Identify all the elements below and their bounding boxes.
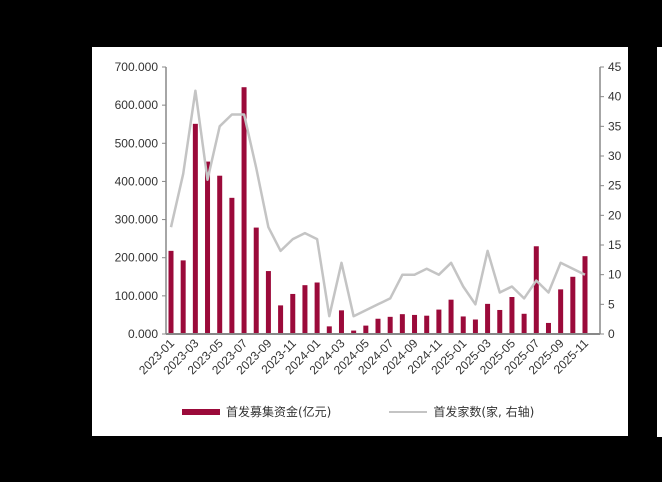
right-tick-label: 0	[608, 327, 615, 341]
chart-panel	[92, 47, 628, 436]
bar	[168, 250, 174, 334]
bar	[192, 123, 198, 334]
bar	[205, 161, 211, 334]
right-tick-label: 25	[608, 179, 622, 193]
left-tick-label: 600.000	[115, 98, 159, 112]
legend-label-count: 首发家数(家, 右轴)	[433, 405, 535, 419]
bar	[533, 246, 539, 334]
line-swatch-icon	[389, 410, 428, 413]
legend: 首发募集资金(亿元) 首发家数(家, 右轴)	[182, 403, 562, 420]
bar	[472, 319, 478, 334]
bar	[326, 326, 332, 334]
bar	[460, 316, 466, 334]
count-line	[169, 89, 586, 318]
left-tick-label: 300.000	[115, 213, 159, 227]
bar	[387, 316, 393, 334]
bar	[338, 310, 344, 334]
legend-item-funds: 首发募集资金(亿元)	[182, 403, 331, 420]
bar	[412, 314, 418, 334]
bar	[509, 297, 515, 334]
legend-item-count: 首发家数(家, 右轴)	[389, 403, 534, 420]
bar	[217, 175, 223, 334]
bar	[265, 271, 271, 334]
left-tick-label: 100.000	[115, 289, 159, 303]
bar	[363, 325, 369, 334]
bar	[314, 282, 320, 334]
bar	[399, 314, 405, 334]
left-tick-label: 0.000	[128, 327, 158, 341]
bar	[582, 256, 588, 334]
legend-label-funds: 首发募集资金(亿元)	[226, 405, 332, 419]
right-tick-label: 10	[608, 268, 622, 282]
right-tick-label: 30	[608, 149, 622, 163]
bar	[302, 285, 308, 334]
right-tick-label: 45	[608, 60, 622, 74]
right-tick-label: 15	[608, 238, 622, 252]
right-tick-label: 35	[608, 119, 622, 133]
right-tick-label: 5	[608, 297, 615, 311]
edge-sliver	[657, 47, 662, 437]
right-tick-label: 40	[608, 90, 622, 104]
bar	[521, 313, 527, 334]
left-tick-label: 400.000	[115, 174, 159, 188]
left-tick-label: 500.000	[115, 136, 159, 150]
bar	[436, 309, 442, 334]
bar	[351, 330, 357, 334]
bar	[448, 299, 454, 334]
bar	[485, 303, 491, 334]
bar	[424, 315, 430, 334]
bar	[545, 322, 551, 334]
right-tick-label: 20	[608, 208, 622, 222]
left-tick-label: 200.000	[115, 251, 159, 265]
left-tick-label: 700.000	[115, 60, 159, 74]
bar	[180, 260, 186, 334]
bar	[290, 293, 296, 334]
bar	[278, 305, 284, 334]
bar-swatch-icon	[182, 408, 220, 415]
bar	[570, 276, 576, 334]
bar	[241, 87, 247, 334]
bar	[253, 227, 259, 334]
bar	[229, 197, 235, 334]
bar	[375, 318, 381, 334]
bar	[497, 309, 503, 334]
bar	[558, 289, 564, 334]
